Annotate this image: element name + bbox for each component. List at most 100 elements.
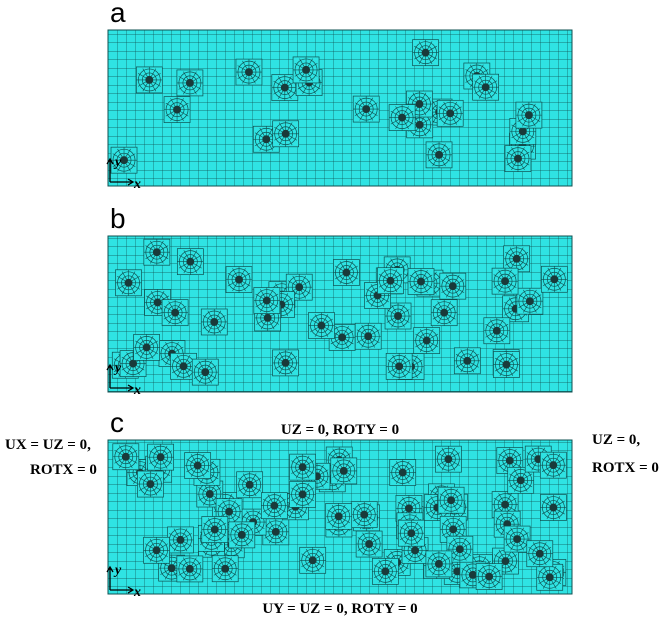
- hole: [342, 269, 350, 277]
- hole-mesh: [473, 74, 499, 100]
- hole-mesh: [377, 268, 403, 294]
- bc-right: UZ = 0,: [592, 432, 640, 448]
- hole: [238, 531, 246, 539]
- hole: [395, 362, 403, 370]
- hole: [282, 130, 290, 138]
- hole-mesh: [261, 493, 287, 519]
- hole: [514, 155, 522, 163]
- hole-mesh: [516, 102, 542, 128]
- hole-mesh: [413, 40, 439, 66]
- hole-mesh: [290, 481, 316, 507]
- axis-x-label: x: [133, 177, 141, 192]
- hole-mesh: [484, 318, 510, 344]
- hole: [171, 309, 179, 317]
- hole: [180, 362, 188, 370]
- mesh-panel: [108, 30, 572, 186]
- hole: [399, 469, 407, 477]
- hole-mesh: [541, 266, 567, 292]
- page: {"panels": [ {"label": "a", "axis_x": "x…: [0, 0, 665, 620]
- hole-mesh: [237, 472, 263, 498]
- hole: [501, 501, 509, 509]
- hole-mesh: [185, 453, 211, 479]
- hole-mesh: [300, 547, 326, 573]
- hole: [153, 248, 161, 256]
- hole: [340, 467, 348, 475]
- hole-mesh: [164, 97, 190, 123]
- panel-label: c: [110, 407, 124, 438]
- hole-mesh: [113, 444, 139, 470]
- hole: [146, 480, 154, 488]
- bc-left: ROTX = 0: [30, 462, 97, 478]
- hole-mesh: [144, 239, 170, 265]
- hole: [338, 333, 346, 341]
- hole: [225, 508, 233, 516]
- hole: [245, 68, 253, 76]
- hole: [143, 343, 151, 351]
- hole-mesh: [505, 146, 531, 172]
- hole: [513, 255, 521, 263]
- hole-mesh: [426, 551, 452, 577]
- figure: axybxycxy UZ = 0, ROTY = 0 UY = UZ = 0, …: [0, 0, 665, 620]
- hole-mesh: [440, 273, 466, 299]
- hole-mesh: [527, 541, 553, 567]
- hole-mesh: [476, 564, 502, 590]
- hole-mesh: [331, 458, 357, 484]
- axis-y-label: y: [113, 361, 122, 376]
- hole: [517, 476, 525, 484]
- hole: [449, 282, 457, 290]
- hole: [235, 276, 243, 284]
- axis-x-label: x: [133, 383, 141, 398]
- hole: [154, 298, 162, 306]
- axis-y-label: y: [113, 155, 122, 170]
- hole: [493, 327, 501, 335]
- hole-mesh: [431, 300, 457, 326]
- hole-mesh: [454, 348, 480, 374]
- hole: [221, 565, 229, 573]
- hole-mesh: [326, 503, 352, 529]
- bc-top: UZ = 0, ROTY = 0: [281, 422, 399, 438]
- hole: [210, 318, 218, 326]
- hole: [186, 565, 194, 573]
- hole: [281, 84, 289, 92]
- hole: [246, 481, 254, 489]
- mesh-panel: [108, 236, 572, 392]
- hole: [407, 529, 415, 537]
- hole: [394, 312, 402, 320]
- hole: [317, 322, 325, 330]
- hole: [365, 540, 373, 548]
- hole-mesh: [134, 334, 160, 360]
- hole-mesh: [273, 350, 299, 376]
- hole: [447, 496, 455, 504]
- hole: [272, 528, 280, 536]
- panel-label: a: [110, 0, 126, 28]
- hole: [302, 66, 310, 74]
- hole: [335, 512, 343, 520]
- hole-mesh: [540, 452, 566, 478]
- hole: [173, 106, 181, 114]
- hole-mesh: [144, 537, 170, 563]
- hole: [168, 564, 176, 572]
- hole: [122, 453, 130, 461]
- hole-mesh: [192, 359, 218, 385]
- hole-mesh: [537, 564, 563, 590]
- hole: [194, 462, 202, 470]
- hole: [282, 359, 290, 367]
- hole: [435, 560, 443, 568]
- hole: [129, 360, 137, 368]
- hole-mesh: [201, 309, 227, 335]
- hole: [502, 557, 510, 565]
- hole: [422, 49, 430, 57]
- hole: [176, 536, 184, 544]
- hole: [145, 76, 153, 84]
- hole: [469, 571, 477, 579]
- hole-mesh: [351, 502, 377, 528]
- hole-mesh: [162, 300, 188, 326]
- hole: [463, 357, 471, 365]
- hole-mesh: [390, 460, 416, 486]
- hole-mesh: [540, 495, 566, 521]
- hole-mesh: [236, 59, 262, 85]
- hole: [186, 79, 194, 87]
- hole: [299, 463, 307, 471]
- hole-mesh: [177, 556, 203, 582]
- mesh-panel: [108, 440, 572, 594]
